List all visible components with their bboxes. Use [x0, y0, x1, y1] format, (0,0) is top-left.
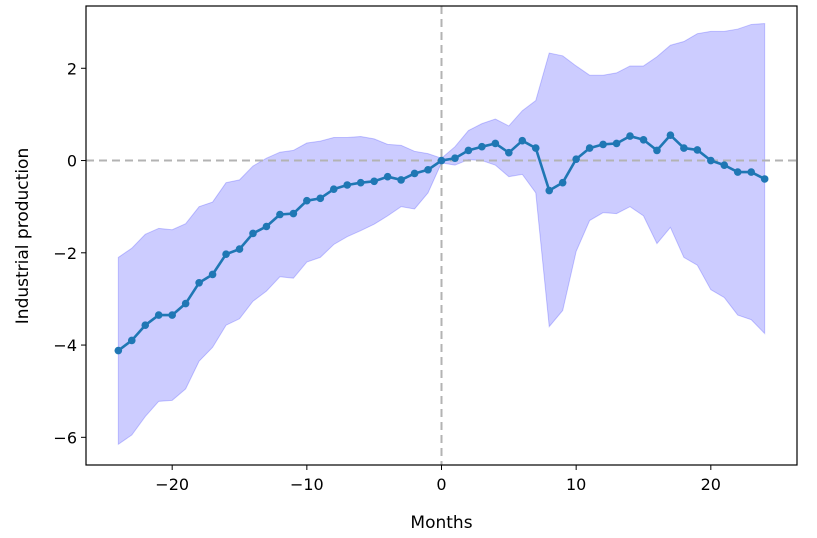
data-point — [181, 299, 190, 308]
y-tick-label: 2 — [67, 59, 77, 78]
data-point — [733, 168, 742, 176]
axis-ticks: −20 −10 0 10 20−6−4−202 — [53, 59, 721, 494]
data-point — [208, 270, 217, 279]
x-tick-label: 20 — [701, 475, 721, 494]
data-point — [276, 210, 284, 219]
data-point — [303, 196, 311, 205]
data-point — [612, 139, 621, 148]
data-point — [410, 169, 419, 178]
y-tick-label: −6 — [53, 428, 77, 447]
y-tick-label: −4 — [53, 336, 77, 355]
data-point — [249, 229, 257, 238]
data-point — [505, 148, 513, 157]
data-point — [141, 321, 150, 330]
data-point — [747, 168, 756, 176]
data-point — [666, 131, 675, 139]
data-point — [639, 135, 648, 144]
data-point — [383, 172, 392, 181]
data-point — [585, 144, 594, 152]
x-tick-label: 10 — [566, 475, 586, 494]
data-point — [599, 140, 607, 149]
data-point — [653, 146, 661, 155]
y-tick-label: 0 — [67, 152, 77, 171]
data-point — [478, 142, 486, 151]
data-point — [424, 165, 432, 174]
x-tick-label: −20 — [155, 475, 189, 494]
data-point — [693, 146, 702, 154]
x-tick-label: −10 — [290, 475, 324, 494]
data-point — [289, 209, 298, 218]
x-axis-label: Months — [410, 513, 472, 533]
data-point — [262, 222, 271, 231]
data-point — [222, 250, 230, 258]
data-point — [114, 346, 123, 355]
data-point — [451, 154, 459, 163]
data-point — [531, 144, 540, 152]
data-point — [464, 146, 473, 155]
data-point — [572, 155, 580, 163]
data-point — [316, 194, 325, 203]
data-point — [397, 176, 405, 184]
data-point — [626, 132, 634, 140]
data-point — [707, 156, 715, 165]
data-point — [127, 336, 136, 345]
data-point — [370, 177, 378, 186]
data-point — [437, 156, 446, 165]
x-tick-label: 0 — [436, 475, 446, 494]
y-tick-label: −2 — [53, 244, 77, 263]
data-point — [558, 178, 567, 187]
data-point — [760, 175, 769, 183]
data-point — [329, 185, 338, 193]
data-point — [168, 311, 176, 319]
data-point — [343, 181, 352, 189]
data-point — [195, 278, 203, 287]
data-point — [545, 186, 554, 195]
data-point — [491, 139, 500, 148]
data-point — [356, 178, 365, 187]
y-axis-label: Industrial production — [13, 148, 33, 324]
data-point — [680, 144, 688, 152]
data-point — [720, 161, 729, 169]
data-point — [518, 136, 527, 145]
data-point — [235, 245, 244, 253]
data-point — [154, 311, 163, 319]
confidence-band — [117, 22, 766, 446]
